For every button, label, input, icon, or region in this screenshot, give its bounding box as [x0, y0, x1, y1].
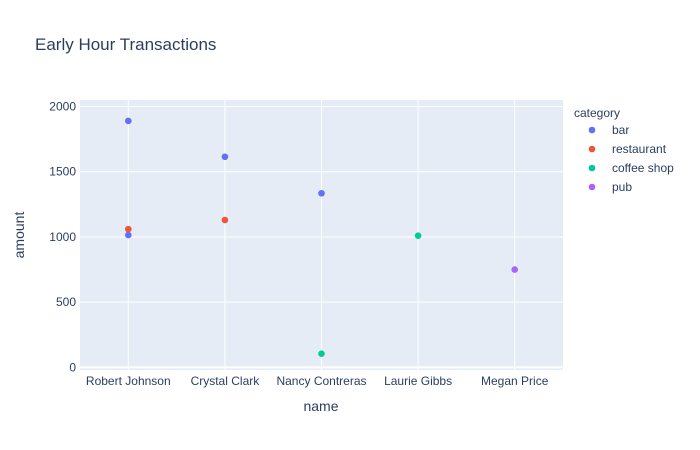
- data-point-restaurant[interactable]: [125, 225, 132, 233]
- data-point-coffee-shop[interactable]: [414, 232, 422, 239]
- data-point-bar[interactable]: [318, 189, 325, 197]
- legend-marker: [588, 183, 596, 191]
- data-point-bar[interactable]: [221, 153, 229, 161]
- y-tick-label: 2000: [49, 100, 76, 114]
- y-tick-label: 1500: [49, 165, 76, 179]
- legend-item-pub[interactable]: pub: [612, 180, 632, 194]
- legend-title: category: [574, 106, 620, 120]
- data-point-coffee-shop[interactable]: [318, 350, 325, 357]
- x-tick-label: Megan Price: [481, 374, 549, 388]
- legend-item-restaurant[interactable]: restaurant: [612, 142, 667, 156]
- data-points: [125, 117, 518, 357]
- x-tick-label: Laurie Gibbs: [384, 374, 452, 388]
- chart-title: Early Hour Transactions: [35, 35, 216, 54]
- x-tick-label: Nancy Contreras: [276, 374, 366, 388]
- data-point-restaurant[interactable]: [221, 216, 229, 224]
- x-tick-label: Robert Johnson: [86, 374, 171, 388]
- x-tick-labels: Robert Johnson Crystal Clark Nancy Contrer…: [86, 374, 549, 388]
- legend-item-coffee-shop[interactable]: coffee shop: [612, 161, 674, 175]
- y-tick-label: 1000: [49, 230, 76, 244]
- legend-marker: [588, 164, 596, 172]
- legend-item-bar[interactable]: bar: [612, 123, 629, 137]
- y-tick-label: 0: [69, 360, 76, 374]
- y-tick-labels: 0 500 1000 1500 2000: [49, 100, 76, 375]
- y-axis-title: amount: [11, 212, 27, 259]
- data-point-bar[interactable]: [125, 117, 132, 125]
- legend-marker: [588, 126, 596, 134]
- data-point-pub[interactable]: [511, 266, 518, 273]
- gridlines: [80, 100, 563, 370]
- legend-marker: [588, 145, 596, 153]
- legend: category bar restaurant coffee shop pub: [574, 106, 674, 194]
- data-point-bar[interactable]: [125, 231, 132, 239]
- x-tick-label: Crystal Clark: [191, 374, 261, 388]
- y-tick-label: 500: [56, 295, 76, 309]
- x-axis-title: name: [303, 398, 338, 414]
